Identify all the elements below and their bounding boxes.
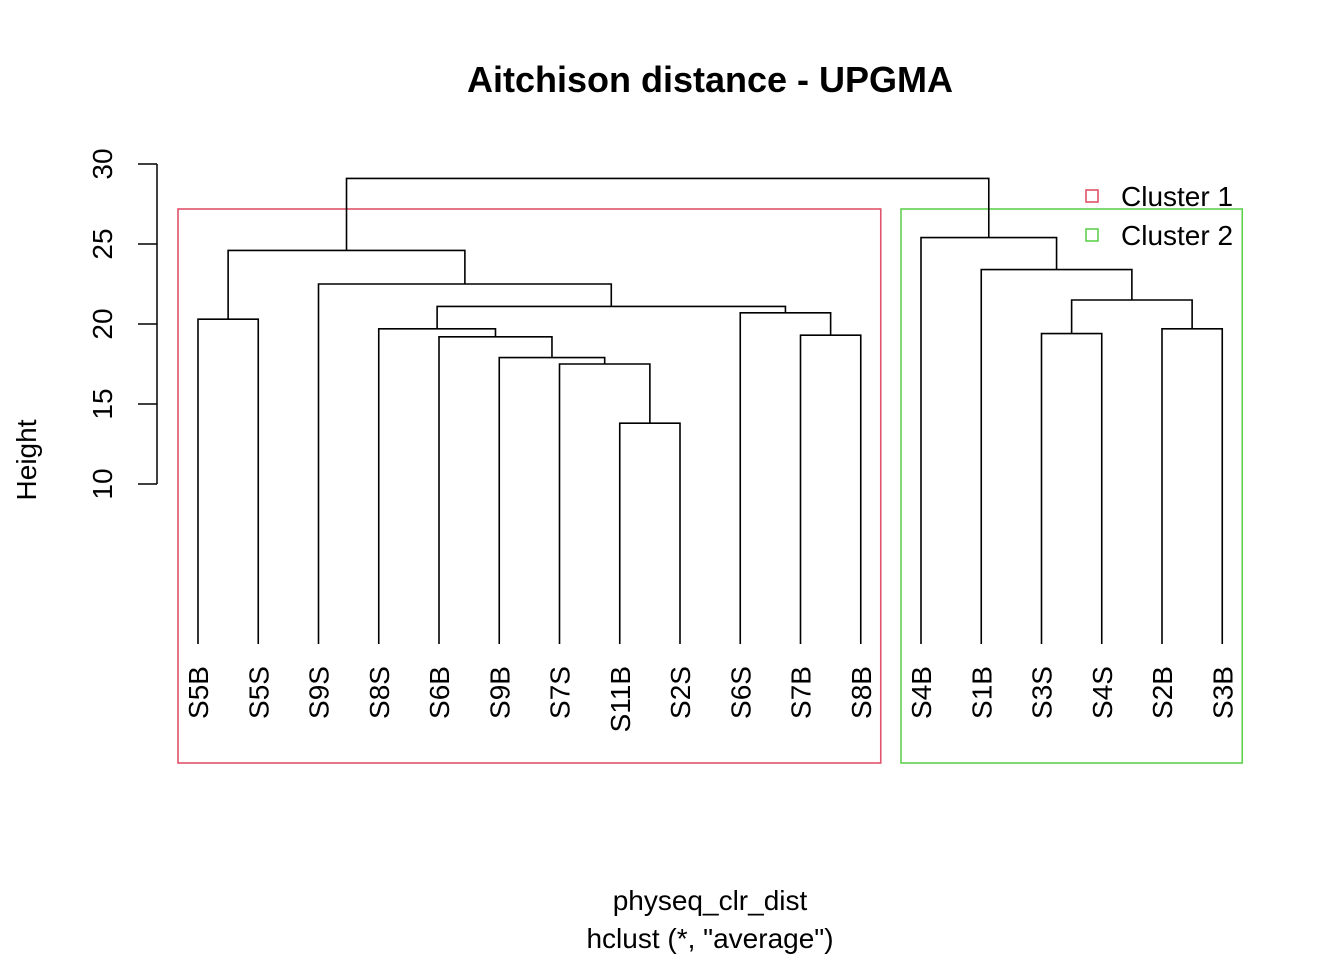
y-tick-label: 30 [87, 148, 118, 179]
leaf-label: S6B [424, 666, 455, 719]
dendrogram-branch [436, 305, 787, 329]
dendrogram-branch [345, 177, 990, 251]
chart-title: Aitchison distance - UPGMA [467, 59, 953, 100]
y-tick-label: 25 [87, 228, 118, 259]
leaf-labels: S5B S5S S9S S8S S6B S9B S7S S11B S2S S6S S7B S8B S4B… [183, 666, 1238, 732]
y-tick-label: 10 [87, 468, 118, 499]
y-tick-label: 15 [87, 388, 118, 419]
y-axis: 10 15 20 25 30 [87, 148, 158, 500]
leaf-label: S11B [605, 666, 636, 732]
dendrogram-branch [1161, 328, 1224, 644]
dendrogram-branches [197, 177, 1224, 644]
y-axis-label: Height [11, 419, 42, 500]
legend-swatch [1085, 228, 1099, 242]
dendrogram-branch [197, 318, 260, 644]
dendrogram-branch [498, 356, 606, 644]
leaf-label: S4B [906, 666, 937, 719]
leaf-label: S2S [665, 666, 696, 719]
leaf-label: S1B [966, 666, 997, 719]
leaf-label: S4S [1087, 666, 1118, 719]
leaf-label: S8S [364, 666, 395, 719]
x-axis-label: physeq_clr_dist [613, 885, 808, 916]
cluster-box [177, 208, 882, 764]
cluster-box [900, 208, 1244, 764]
dendrogram-branch [1040, 332, 1103, 644]
leaf-label: S8B [846, 666, 877, 719]
leaf-label: S6S [725, 666, 756, 719]
leaf-label: S7S [545, 666, 576, 719]
y-tick-label: 20 [87, 308, 118, 339]
dendrogram-branch [799, 334, 862, 644]
dendrogram-branch [317, 283, 613, 644]
leaf-label: S3B [1207, 666, 1238, 719]
dendrogram-branch [438, 336, 553, 644]
dendrogram-branch [377, 328, 497, 644]
leaf-label: S5S [243, 666, 274, 719]
leaf-label: S7B [786, 666, 817, 719]
leaf-label: S9B [484, 666, 515, 719]
leaf-label: S3S [1027, 666, 1058, 719]
subtitle: hclust (*, "average") [586, 923, 833, 954]
legend: Cluster 1 Cluster 2 [1085, 181, 1233, 251]
leaf-label: S5B [183, 666, 214, 719]
dendrogram-branch [980, 268, 1133, 644]
leaf-label: S9S [304, 666, 335, 719]
legend-label: Cluster 1 [1121, 181, 1233, 212]
cluster-boxes [177, 208, 1244, 764]
legend-swatch [1085, 189, 1099, 203]
legend-label: Cluster 2 [1121, 220, 1233, 251]
dendrogram-branch [618, 422, 681, 644]
dendrogram-branch [739, 312, 832, 644]
leaf-label: S2B [1147, 666, 1178, 719]
dendrogram-branch [558, 363, 651, 644]
dendrogram-branch [920, 236, 1058, 644]
